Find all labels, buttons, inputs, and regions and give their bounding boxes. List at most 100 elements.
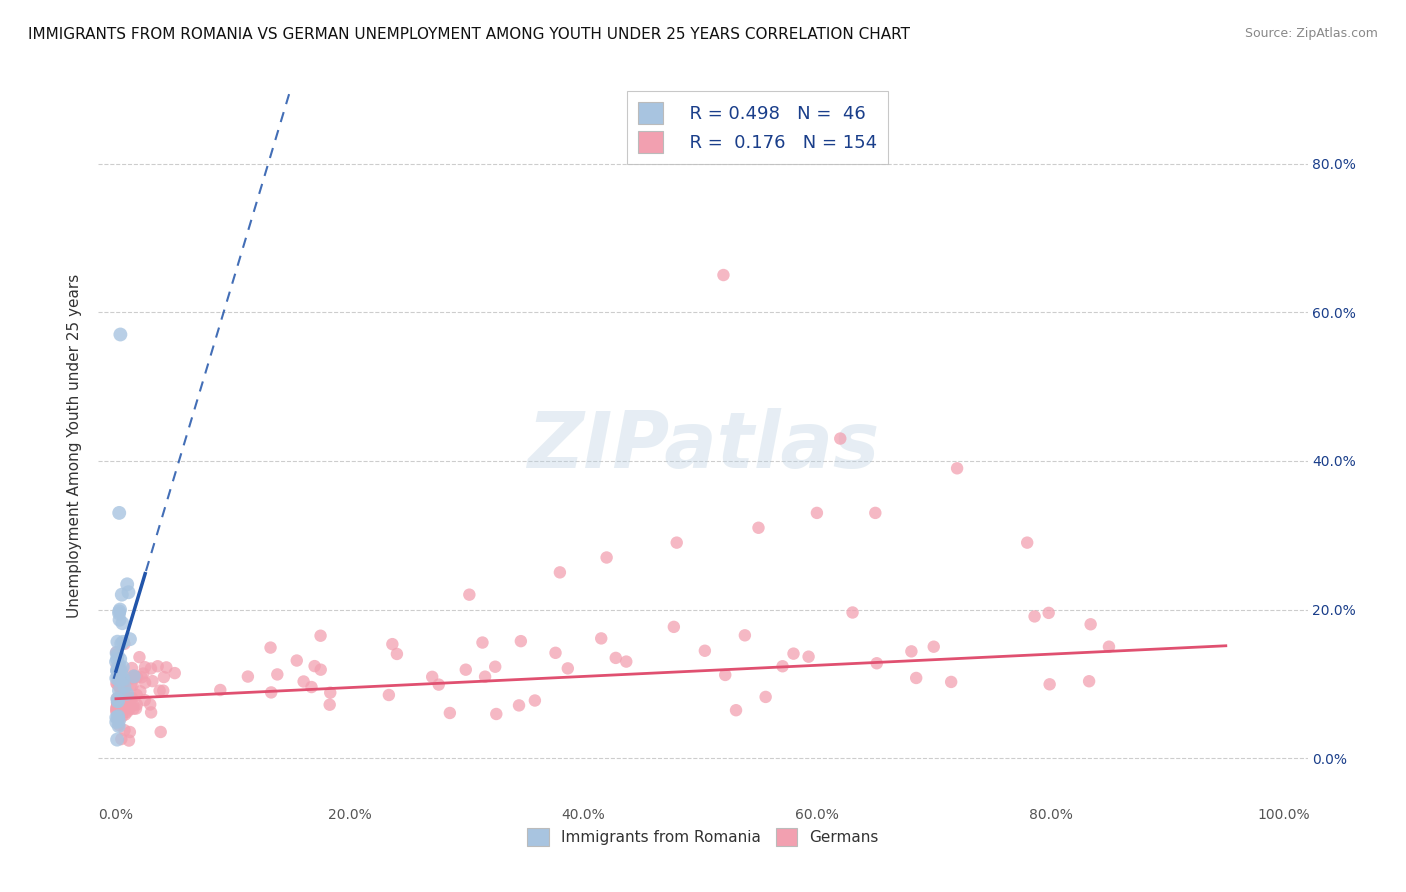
Point: [125, 688, 148, 702]
Point: [591, 632, 613, 646]
Point: [111, 588, 134, 602]
Point: [385, 647, 408, 661]
Point: [120, 691, 142, 706]
Point: [122, 669, 145, 683]
Point: [121, 690, 143, 705]
Point: [105, 660, 128, 674]
Point: [301, 680, 323, 694]
Legend: Immigrants from Romania, Germans: Immigrants from Romania, Germans: [522, 822, 884, 852]
Point: [107, 710, 129, 724]
Point: [107, 698, 129, 713]
Point: [149, 683, 172, 698]
Text: IMMIGRANTS FROM ROMANIA VS GERMAN UNEMPLOYMENT AMONG YOUTH UNDER 25 YEARS CORREL: IMMIGRANTS FROM ROMANIA VS GERMAN UNEMPL…: [28, 27, 910, 42]
Point: [118, 632, 141, 647]
Point: [105, 655, 128, 669]
Point: [111, 693, 134, 707]
Point: [108, 680, 131, 694]
Point: [107, 668, 129, 682]
Point: [114, 689, 136, 703]
Point: [124, 669, 146, 683]
Point: [105, 705, 128, 719]
Point: [110, 665, 132, 679]
Point: [105, 671, 128, 685]
Point: [830, 432, 852, 446]
Point: [110, 690, 132, 704]
Point: [714, 668, 737, 682]
Point: [484, 659, 506, 673]
Point: [427, 678, 450, 692]
Point: [125, 698, 148, 712]
Point: [309, 663, 332, 677]
Point: [866, 657, 889, 671]
Point: [662, 620, 685, 634]
Point: [900, 644, 922, 658]
Point: [139, 661, 162, 675]
Point: [108, 674, 131, 689]
Point: [107, 648, 129, 662]
Point: [304, 659, 326, 673]
Point: [922, 640, 945, 654]
Point: [105, 700, 128, 714]
Point: [797, 649, 820, 664]
Point: [115, 697, 138, 711]
Point: [1024, 609, 1046, 624]
Point: [108, 718, 131, 732]
Text: ZIPatlas: ZIPatlas: [527, 408, 879, 484]
Point: [117, 699, 139, 714]
Point: [139, 706, 162, 720]
Point: [544, 646, 567, 660]
Point: [693, 644, 716, 658]
Point: [105, 691, 128, 706]
Point: [557, 661, 579, 675]
Point: [111, 672, 134, 686]
Point: [108, 682, 131, 697]
Point: [260, 685, 283, 699]
Point: [141, 674, 163, 689]
Point: [108, 661, 131, 675]
Point: [105, 646, 128, 660]
Point: [266, 667, 288, 681]
Point: [117, 700, 139, 714]
Point: [114, 680, 136, 694]
Point: [132, 666, 155, 681]
Point: [108, 679, 131, 693]
Point: [118, 733, 141, 747]
Point: [149, 725, 172, 739]
Point: [139, 698, 162, 712]
Point: [115, 577, 138, 591]
Point: [319, 686, 342, 700]
Point: [782, 647, 804, 661]
Point: [523, 693, 546, 707]
Point: [105, 645, 128, 659]
Point: [108, 663, 131, 677]
Point: [108, 683, 131, 698]
Point: [105, 652, 128, 666]
Point: [121, 671, 143, 685]
Point: [292, 674, 315, 689]
Point: [595, 550, 617, 565]
Point: [131, 670, 153, 684]
Point: [420, 670, 443, 684]
Point: [108, 700, 131, 714]
Point: [114, 707, 136, 722]
Point: [508, 698, 530, 713]
Point: [105, 676, 128, 690]
Point: [548, 566, 571, 580]
Point: [485, 706, 508, 721]
Point: [107, 673, 129, 687]
Point: [105, 732, 128, 747]
Point: [509, 634, 531, 648]
Point: [122, 702, 145, 716]
Point: [107, 696, 129, 710]
Point: [108, 604, 131, 618]
Point: [105, 701, 128, 715]
Point: [108, 613, 131, 627]
Point: [107, 694, 129, 708]
Point: [115, 687, 138, 701]
Point: [118, 702, 141, 716]
Point: [471, 635, 494, 649]
Point: [110, 673, 132, 687]
Point: [112, 673, 135, 687]
Point: [734, 628, 756, 642]
Point: [236, 669, 259, 683]
